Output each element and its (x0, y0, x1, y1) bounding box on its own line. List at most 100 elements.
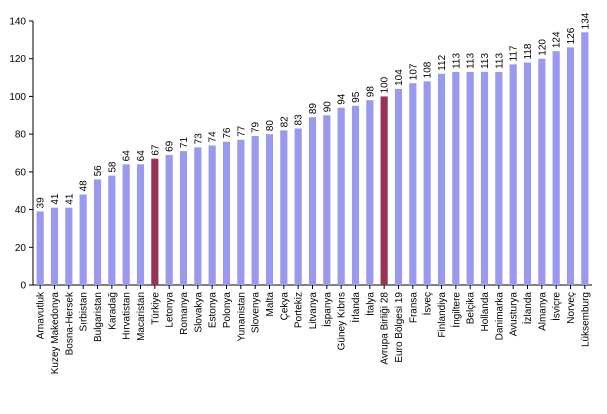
category-label: Karadağ (107, 292, 118, 330)
bar (237, 139, 245, 285)
bar (566, 47, 575, 286)
category-label: Finlandiya (437, 292, 448, 338)
category-label: Almanya (537, 292, 548, 331)
bar (509, 64, 517, 286)
bar (151, 158, 159, 285)
data-label: 120 (537, 39, 548, 56)
bar (351, 105, 360, 285)
category-label: Letonya (165, 292, 176, 328)
category-label: Hollanda (480, 292, 491, 332)
category-label: Portekiz (294, 292, 305, 328)
data-label: 73 (193, 133, 204, 145)
data-label: 94 (337, 93, 348, 105)
category-label: İzlanda (521, 292, 534, 325)
data-label: 74 (208, 131, 219, 143)
y-tick-label: 100 (9, 92, 26, 103)
bar (108, 175, 116, 285)
category-label: İrlanda (349, 292, 362, 323)
category-label: Romanya (179, 292, 190, 335)
data-label: 113 (480, 53, 491, 69)
bar (65, 207, 73, 285)
data-label: 76 (222, 127, 233, 139)
category-label: İspanya (320, 292, 333, 327)
category-label: Türkiye (150, 292, 161, 325)
bar (538, 58, 546, 286)
category-label: Güney Kıbrıs (337, 292, 348, 350)
bar (79, 194, 87, 285)
data-label: 41 (50, 193, 61, 205)
data-label: 64 (136, 150, 147, 162)
data-label: 64 (122, 150, 133, 162)
y-tick-label: 60 (15, 167, 27, 178)
bar (495, 71, 503, 285)
category-label: Polonya (222, 292, 233, 329)
category-label: Macaristan (136, 292, 147, 341)
category-label: İsveç (421, 292, 434, 315)
category-label: Euro Bölgesi 19 (394, 292, 405, 363)
bar (36, 211, 44, 285)
bar (466, 71, 474, 285)
bar (380, 96, 388, 286)
category-label: Litvanya (308, 292, 319, 330)
data-label: 107 (408, 63, 419, 80)
bar (93, 179, 102, 285)
bar (323, 115, 331, 285)
bar (423, 81, 431, 285)
data-label: 90 (322, 101, 333, 113)
category-label: Malta (265, 292, 276, 317)
data-label: 67 (150, 144, 161, 156)
data-label: 83 (294, 114, 305, 126)
category-label: Bulgaristan (93, 292, 104, 342)
category-label: Kuzey Makedonya (50, 292, 61, 375)
data-label: 69 (165, 140, 176, 152)
data-label: 100 (380, 76, 391, 93)
bar (50, 207, 59, 285)
data-label: 39 (36, 197, 47, 209)
category-label: Avusturya (509, 292, 520, 337)
bar (552, 51, 560, 285)
data-label: 48 (79, 180, 90, 192)
y-tick-label: 40 (15, 205, 27, 216)
data-label: 79 (251, 121, 262, 133)
data-label: 98 (365, 86, 376, 98)
data-label: 80 (265, 120, 276, 132)
y-tick-label: 80 (15, 130, 27, 141)
bar (265, 134, 274, 285)
data-label: 126 (566, 27, 577, 44)
bar (308, 117, 317, 285)
data-label: 118 (523, 43, 534, 59)
category-label: Yunanistan (236, 292, 247, 342)
data-label: 134 (580, 12, 591, 29)
bar (294, 128, 302, 285)
bar (366, 100, 374, 285)
category-label: İtalya (363, 292, 376, 316)
category-label: Bosna-Hersek (64, 291, 75, 355)
bar (437, 73, 446, 285)
category-label: Arnavutluk (36, 291, 47, 339)
category-label: İsviçre (550, 292, 563, 321)
category-label: Slovenya (251, 292, 262, 334)
bar (122, 164, 130, 285)
bar (165, 154, 173, 285)
bar (179, 151, 188, 285)
bar (523, 62, 532, 285)
data-label: 56 (93, 165, 104, 177)
category-label: İngiltere (449, 292, 462, 328)
data-label: 124 (552, 31, 563, 48)
data-label: 112 (437, 54, 448, 70)
category-label: Estonya (208, 292, 219, 329)
data-label: 82 (279, 116, 290, 128)
y-tick-label: 140 (9, 17, 26, 28)
category-label: Lüksemburg (580, 292, 591, 347)
category-label: Avrupa Birliği 28 (380, 292, 391, 365)
data-label: 113 (466, 53, 477, 69)
bar (280, 130, 288, 285)
bars (36, 32, 589, 286)
category-label: Norveç (566, 292, 577, 324)
data-label: 95 (351, 91, 362, 103)
bar (251, 136, 259, 285)
data-label: 89 (308, 103, 319, 115)
bar (394, 88, 403, 285)
